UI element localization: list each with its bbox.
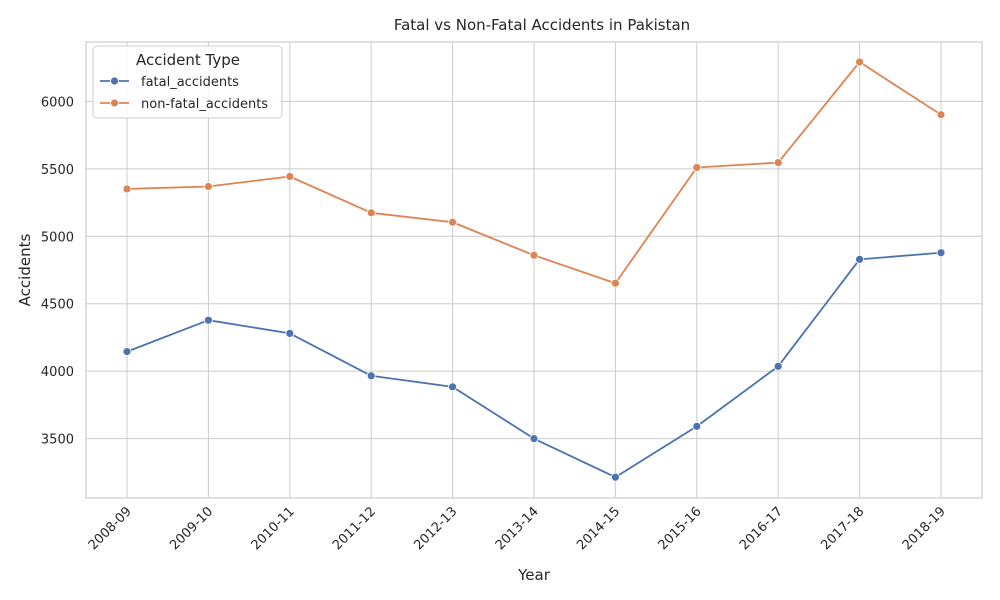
x-tick-label: 2011-12 xyxy=(330,504,379,553)
x-tick-label: 2009-10 xyxy=(167,504,216,553)
legend-item: non-fatal_accidents xyxy=(100,97,268,112)
data-point xyxy=(448,217,458,227)
x-tick-label: 2016-17 xyxy=(737,504,786,553)
y-tick-label: 4000 xyxy=(41,365,74,380)
data-point xyxy=(529,434,539,444)
data-point xyxy=(448,382,458,392)
legend-marker xyxy=(110,76,119,86)
legend-box xyxy=(92,45,283,119)
x-tick-label: 2014-15 xyxy=(574,504,623,553)
legend-label: fatal_accidents xyxy=(141,75,239,90)
x-tick-label: 2010-11 xyxy=(249,504,298,553)
data-point xyxy=(611,278,620,288)
y-tick-label: 4500 xyxy=(41,298,74,313)
data-point xyxy=(773,158,783,168)
legend: Accident Type fatal_accidents non-fatal_a… xyxy=(92,45,283,119)
data-point xyxy=(285,329,295,338)
y-tick-label: 5500 xyxy=(41,163,74,178)
data-point xyxy=(366,208,376,218)
series-lines xyxy=(122,57,946,482)
x-tick-label: 2015-16 xyxy=(656,504,705,553)
data-point xyxy=(122,347,132,357)
data-point xyxy=(692,421,702,431)
series-non-fatal_accidents xyxy=(122,57,946,288)
x-tick-label: 2008-09 xyxy=(86,504,135,553)
data-point xyxy=(203,182,213,191)
data-point xyxy=(936,110,946,120)
data-point xyxy=(529,250,539,260)
x-axis-title: Year xyxy=(517,566,551,584)
legend-title: Accident Type xyxy=(136,51,240,69)
data-point xyxy=(122,184,132,194)
y-tick-label: 6000 xyxy=(41,95,74,110)
x-tick-label: 2012-13 xyxy=(411,504,460,553)
legend-items: fatal_accidents non-fatal_accidents xyxy=(100,75,268,112)
data-point xyxy=(366,371,376,381)
y-tick-labels: 3500 4000 4500 5000 5500 6000 xyxy=(41,95,74,447)
plot-frame xyxy=(85,41,983,499)
series-fatal_accidents xyxy=(122,248,946,482)
y-tick-label: 5000 xyxy=(41,230,74,245)
x-tick-label: 2018-19 xyxy=(900,504,949,553)
data-point xyxy=(611,472,620,482)
data-point xyxy=(855,254,864,264)
data-point xyxy=(936,248,946,258)
y-tick-label: 3500 xyxy=(41,433,74,448)
x-tick-label: 2017-18 xyxy=(818,504,867,553)
data-point xyxy=(692,163,702,172)
data-point xyxy=(285,172,295,181)
chart-title: Fatal vs Non-Fatal Accidents in Pakistan xyxy=(394,16,690,34)
legend-item: fatal_accidents xyxy=(100,75,239,90)
legend-label: non-fatal_accidents xyxy=(141,97,268,112)
data-point xyxy=(773,361,783,371)
x-tick-label: 2013-14 xyxy=(493,504,542,553)
data-point xyxy=(855,57,864,67)
data-point xyxy=(203,315,213,325)
legend-marker xyxy=(110,98,119,108)
x-tick-labels: 2008-09 2009-10 2010-11 2011-12 2012-13 2013-… xyxy=(86,504,949,553)
y-axis-title: Accidents xyxy=(16,234,34,307)
